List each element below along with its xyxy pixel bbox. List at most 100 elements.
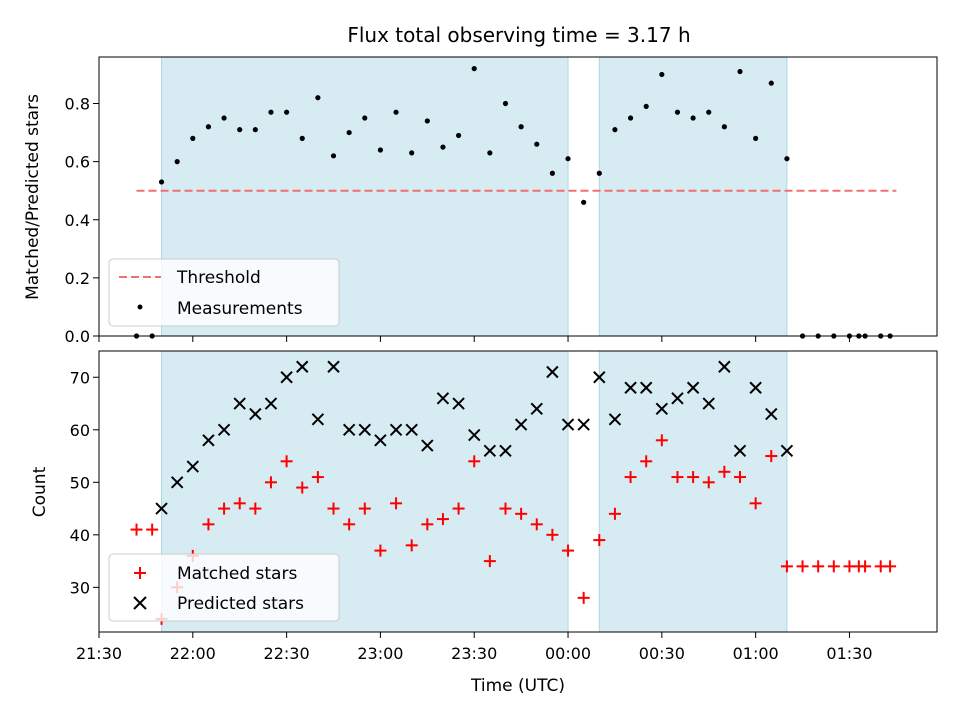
matched-star-point xyxy=(780,560,793,573)
matched-star-point xyxy=(146,523,159,536)
measurement-point xyxy=(299,135,305,141)
y-tick-label: 60 xyxy=(70,421,90,440)
top-legend-box xyxy=(108,258,340,327)
x-tick-label: 00:00 xyxy=(545,644,591,663)
measurement-point xyxy=(721,124,727,130)
legend-threshold-label: Threshold xyxy=(176,268,261,288)
matched-star-point xyxy=(202,518,215,531)
measurement-point xyxy=(315,95,321,101)
matched-star-point xyxy=(640,455,653,468)
matched-star-point xyxy=(812,560,825,573)
legend-matched-label: Matched stars xyxy=(177,564,297,584)
measurement-point xyxy=(362,115,368,121)
predicted-star-point xyxy=(389,423,403,436)
ratio-panel: 0.00.20.40.60.8 Matched/Predicted stars … xyxy=(23,56,938,346)
y-tick-label: 0.4 xyxy=(65,211,90,230)
bottom-legend: Matched stars Predicted stars xyxy=(108,553,340,622)
y-tick-label: 0.0 xyxy=(65,327,90,346)
predicted-star-point xyxy=(374,434,387,447)
measurement-point xyxy=(643,103,649,110)
predicted-star-point xyxy=(608,413,622,426)
measurement-point xyxy=(737,68,743,75)
y-tick-label: 0.2 xyxy=(65,269,90,288)
bottom-axes-frame xyxy=(98,350,938,633)
matched-star-point xyxy=(624,471,637,484)
predicted-star-point xyxy=(483,444,497,458)
predicted-star-point xyxy=(155,502,168,515)
matched-star-point xyxy=(436,513,449,526)
top-legend: Threshold Measurements xyxy=(108,258,340,327)
measurement-point xyxy=(190,135,196,141)
x-tick-label: 00:30 xyxy=(639,644,685,663)
measurement-point xyxy=(455,132,462,139)
bottom-y-axis-title: Count xyxy=(30,466,50,517)
measurement-point xyxy=(252,127,258,133)
predicted-star-point xyxy=(499,444,512,458)
measurement-point xyxy=(268,109,274,115)
measurement-point xyxy=(659,71,665,78)
y-tick-label: 50 xyxy=(70,473,90,492)
predicted-star-point xyxy=(468,428,481,442)
measurement-point xyxy=(346,129,352,136)
predicted-star-point xyxy=(561,418,575,431)
matched-star-point xyxy=(827,560,840,573)
measurement-point xyxy=(768,80,774,86)
predicted-star-point xyxy=(296,360,309,373)
matched-star-point xyxy=(343,518,356,531)
matched-star-point xyxy=(483,555,496,568)
predicted-star-point xyxy=(733,444,747,458)
measurement-point xyxy=(377,147,384,153)
bottom-y-ticks: 30 40 50 60 70 xyxy=(70,368,99,597)
matched-star-point xyxy=(374,544,387,557)
x-tick-label: 23:00 xyxy=(357,644,403,663)
measurement-point xyxy=(612,127,618,133)
predicted-star-point xyxy=(624,381,637,394)
predicted-star-point xyxy=(639,381,653,394)
predicted-star-point xyxy=(217,423,231,436)
matched-star-point xyxy=(796,560,809,573)
matched-star-point xyxy=(264,476,277,489)
matched-star-point xyxy=(130,523,143,536)
predicted-star-point xyxy=(686,381,700,394)
matched-star-point xyxy=(702,476,715,489)
shade-interval-2 xyxy=(598,350,788,633)
matched-star-point xyxy=(718,465,731,478)
matched-stars-points xyxy=(130,434,897,625)
top-y-ticks: 0.0 0.2 0.4 0.6 0.8 xyxy=(65,95,99,346)
measurement-point xyxy=(581,199,587,205)
top-x-ticks xyxy=(98,336,850,342)
count-panel: 30 40 50 60 70 21:30 22:00 22:30 23:00 23:30 00:0… xyxy=(30,350,938,696)
matched-star-point xyxy=(546,528,559,541)
matched-star-point xyxy=(749,497,762,510)
matched-star-point xyxy=(765,450,778,463)
matched-star-point xyxy=(233,497,246,510)
measurement-point xyxy=(409,150,415,156)
top-y-axis-title: Matched/Predicted stars xyxy=(23,94,43,300)
predicted-star-point xyxy=(264,397,278,410)
matched-star-point xyxy=(515,507,528,520)
measurement-point xyxy=(753,135,759,141)
y-tick-label: 30 xyxy=(70,578,90,597)
legend-predicted-swatch xyxy=(133,596,147,610)
measurement-point xyxy=(502,100,509,107)
measurement-point xyxy=(284,109,290,115)
y-tick-label: 40 xyxy=(70,526,90,545)
legend-measurements-label: Measurements xyxy=(177,299,303,319)
matched-star-point xyxy=(884,560,897,573)
shade-interval-2 xyxy=(598,56,788,337)
predicted-star-point xyxy=(452,397,465,410)
measurement-point xyxy=(174,159,180,165)
x-tick-label: 21:30 xyxy=(76,644,122,663)
predicted-stars-points xyxy=(155,360,794,515)
matched-star-point xyxy=(608,507,621,520)
predicted-star-point xyxy=(280,371,293,384)
predicted-star-point xyxy=(530,402,543,415)
measurement-point xyxy=(784,156,790,162)
predicted-star-point xyxy=(249,407,262,421)
predicted-star-point xyxy=(436,392,450,405)
measurement-point xyxy=(596,170,602,176)
matched-star-point xyxy=(499,502,512,515)
matched-star-point xyxy=(296,481,309,494)
predicted-star-point xyxy=(514,418,528,431)
